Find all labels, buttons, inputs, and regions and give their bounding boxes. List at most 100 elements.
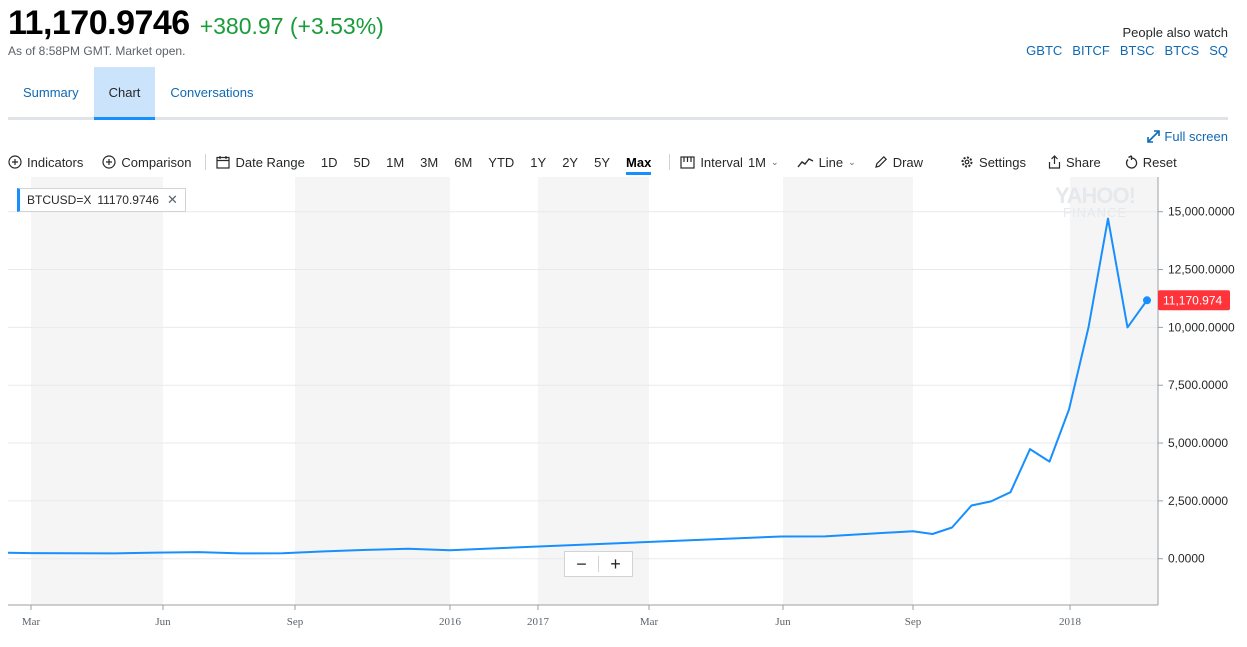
reset-button[interactable]: Reset bbox=[1125, 155, 1177, 170]
x-axis-tick-label: Sep bbox=[287, 616, 304, 628]
line-chart-icon bbox=[797, 158, 813, 168]
reset-label: Reset bbox=[1142, 154, 1177, 170]
price-data-point bbox=[911, 529, 915, 533]
watch-symbol-link[interactable]: BTCS bbox=[1164, 43, 1200, 58]
watch-symbol-link[interactable]: SQ bbox=[1209, 43, 1228, 58]
price-data-point bbox=[950, 525, 954, 529]
zoom-divider bbox=[598, 556, 599, 572]
x-axis-tick-label: 2018 bbox=[1059, 616, 1082, 628]
last-price-label: 11,170.974 bbox=[1163, 293, 1222, 307]
range-1d[interactable]: 1D bbox=[320, 154, 338, 170]
x-axis-tick-label: Mar bbox=[640, 616, 659, 628]
date-range-label: Date Range bbox=[235, 154, 305, 170]
watch-symbol-link[interactable]: BTSC bbox=[1119, 43, 1155, 58]
zoom-control: − + bbox=[564, 551, 633, 577]
price-chart-svg[interactable]: 0.0000 2,500.0000 5,000.0000 7,500.0000 10,0… bbox=[8, 177, 1247, 647]
share-button[interactable]: Share bbox=[1048, 155, 1101, 170]
range-2y[interactable]: 2Y bbox=[562, 154, 579, 170]
range-6m[interactable]: 6M bbox=[454, 154, 473, 170]
price-data-point bbox=[448, 548, 452, 552]
indicators-button[interactable]: Indicators bbox=[8, 155, 83, 170]
range-1m[interactable]: 1M bbox=[386, 154, 405, 170]
indicators-label: Indicators bbox=[27, 154, 84, 170]
quote-header: 11,170.9746 +380.97 (+3.53%) As of 8:58P… bbox=[8, 4, 384, 58]
x-axis-tick-label: Sep bbox=[905, 616, 922, 628]
chart-toolbar: Indicators Comparison Date Range 1D 5D 1… bbox=[8, 148, 1230, 176]
settings-button[interactable]: Settings bbox=[960, 155, 1026, 170]
chart-type-dropdown[interactable]: Line ⌄ bbox=[797, 155, 856, 170]
chart-shaded-band bbox=[295, 177, 450, 605]
legend-value: 11170.9746 bbox=[97, 193, 159, 207]
last-price-label-bg bbox=[1158, 290, 1230, 311]
people-also-watch-list: GBTC BITCF BTSC BTCS SQ bbox=[1026, 43, 1228, 58]
range-5d[interactable]: 5D bbox=[353, 154, 371, 170]
share-icon bbox=[1048, 155, 1061, 169]
chevron-down-icon: ⌄ bbox=[848, 156, 856, 167]
watch-symbol-link[interactable]: BITCF bbox=[1072, 43, 1110, 58]
y-axis-tick-label: 15,000.0000 bbox=[1168, 205, 1235, 219]
price-series-line bbox=[8, 217, 1148, 555]
watermark-line2: FINANCE bbox=[1062, 205, 1128, 220]
price-data-point bbox=[779, 535, 783, 539]
zoom-in-button[interactable]: + bbox=[610, 554, 621, 574]
price-data-point bbox=[71, 551, 75, 555]
settings-label: Settings bbox=[979, 154, 1027, 170]
draw-button[interactable]: Draw bbox=[874, 155, 923, 170]
calendar-icon bbox=[216, 156, 231, 169]
price-data-point bbox=[29, 551, 33, 555]
price-data-point bbox=[1087, 325, 1091, 329]
chart-shaded-band bbox=[31, 177, 163, 605]
x-axis-tick-label: 2016 bbox=[439, 616, 462, 628]
tab-summary[interactable]: Summary bbox=[23, 84, 79, 100]
series-legend-chip[interactable]: BTCUSD=X 11170.9746 ✕ bbox=[17, 188, 186, 212]
price-data-point bbox=[113, 551, 117, 555]
price-data-point bbox=[364, 548, 368, 552]
chart-shaded-band bbox=[1070, 177, 1158, 605]
chart-shaded-band bbox=[783, 177, 913, 605]
chevron-down-icon: ⌄ bbox=[771, 156, 779, 167]
range-ytd[interactable]: YTD bbox=[488, 154, 515, 170]
price-data-point bbox=[8, 551, 10, 555]
y-axis-tick-label: 12,500.0000 bbox=[1168, 263, 1235, 277]
range-1y[interactable]: 1Y bbox=[530, 154, 547, 170]
y-axis-tick-label: 10,000.0000 bbox=[1168, 320, 1235, 334]
pencil-icon bbox=[874, 155, 887, 168]
y-axis-tick-label: 5,000.0000 bbox=[1168, 436, 1228, 450]
price-data-point bbox=[1126, 325, 1130, 329]
price-data-point bbox=[931, 532, 935, 536]
y-axis-tick-label: 0.0000 bbox=[1168, 552, 1205, 566]
full-screen-button[interactable]: Full screen bbox=[1147, 129, 1228, 144]
watch-symbol-link[interactable]: GBTC bbox=[1026, 43, 1063, 58]
plus-circle-icon bbox=[8, 155, 22, 169]
range-5y[interactable]: 5Y bbox=[594, 154, 611, 170]
interval-icon bbox=[680, 155, 695, 169]
date-range-button[interactable]: Date Range bbox=[216, 154, 305, 170]
draw-label: Draw bbox=[892, 154, 924, 170]
price-data-point bbox=[1028, 447, 1032, 451]
toolbar-divider bbox=[205, 154, 207, 170]
price-change: +380.97 (+3.53%) bbox=[199, 13, 384, 39]
range-3m[interactable]: 3M bbox=[420, 154, 439, 170]
reset-icon bbox=[1125, 155, 1137, 169]
expand-icon bbox=[1147, 130, 1161, 143]
price-data-point bbox=[239, 551, 243, 555]
people-also-watch: People also watch GBTC BITCF BTSC BTCS S… bbox=[1026, 25, 1228, 58]
comparison-label: Comparison bbox=[121, 154, 192, 170]
close-icon[interactable]: ✕ bbox=[166, 192, 178, 207]
range-max[interactable]: Max bbox=[626, 155, 652, 175]
interval-dropdown[interactable]: Interval 1M ⌄ bbox=[680, 155, 779, 170]
market-status: As of 8:58PM GMT. Market open. bbox=[8, 44, 186, 58]
price-chart[interactable]: 0.0000 2,500.0000 5,000.0000 7,500.0000 10,0… bbox=[8, 177, 1247, 647]
zoom-out-button[interactable]: − bbox=[576, 554, 587, 574]
x-axis-tick-label: Jun bbox=[775, 616, 791, 628]
tab-conversations[interactable]: Conversations bbox=[170, 84, 254, 100]
tab-chart[interactable]: Chart bbox=[93, 67, 156, 120]
price-data-point bbox=[406, 547, 410, 551]
comparison-button[interactable]: Comparison bbox=[102, 155, 191, 170]
chart-type-label: Line bbox=[818, 154, 844, 170]
price-data-point bbox=[1009, 490, 1013, 494]
price-data-point bbox=[970, 504, 974, 508]
people-also-watch-title: People also watch bbox=[1122, 25, 1228, 40]
full-screen-label: Full screen bbox=[1164, 129, 1228, 144]
x-axis-tick-label: 2017 bbox=[527, 616, 550, 628]
